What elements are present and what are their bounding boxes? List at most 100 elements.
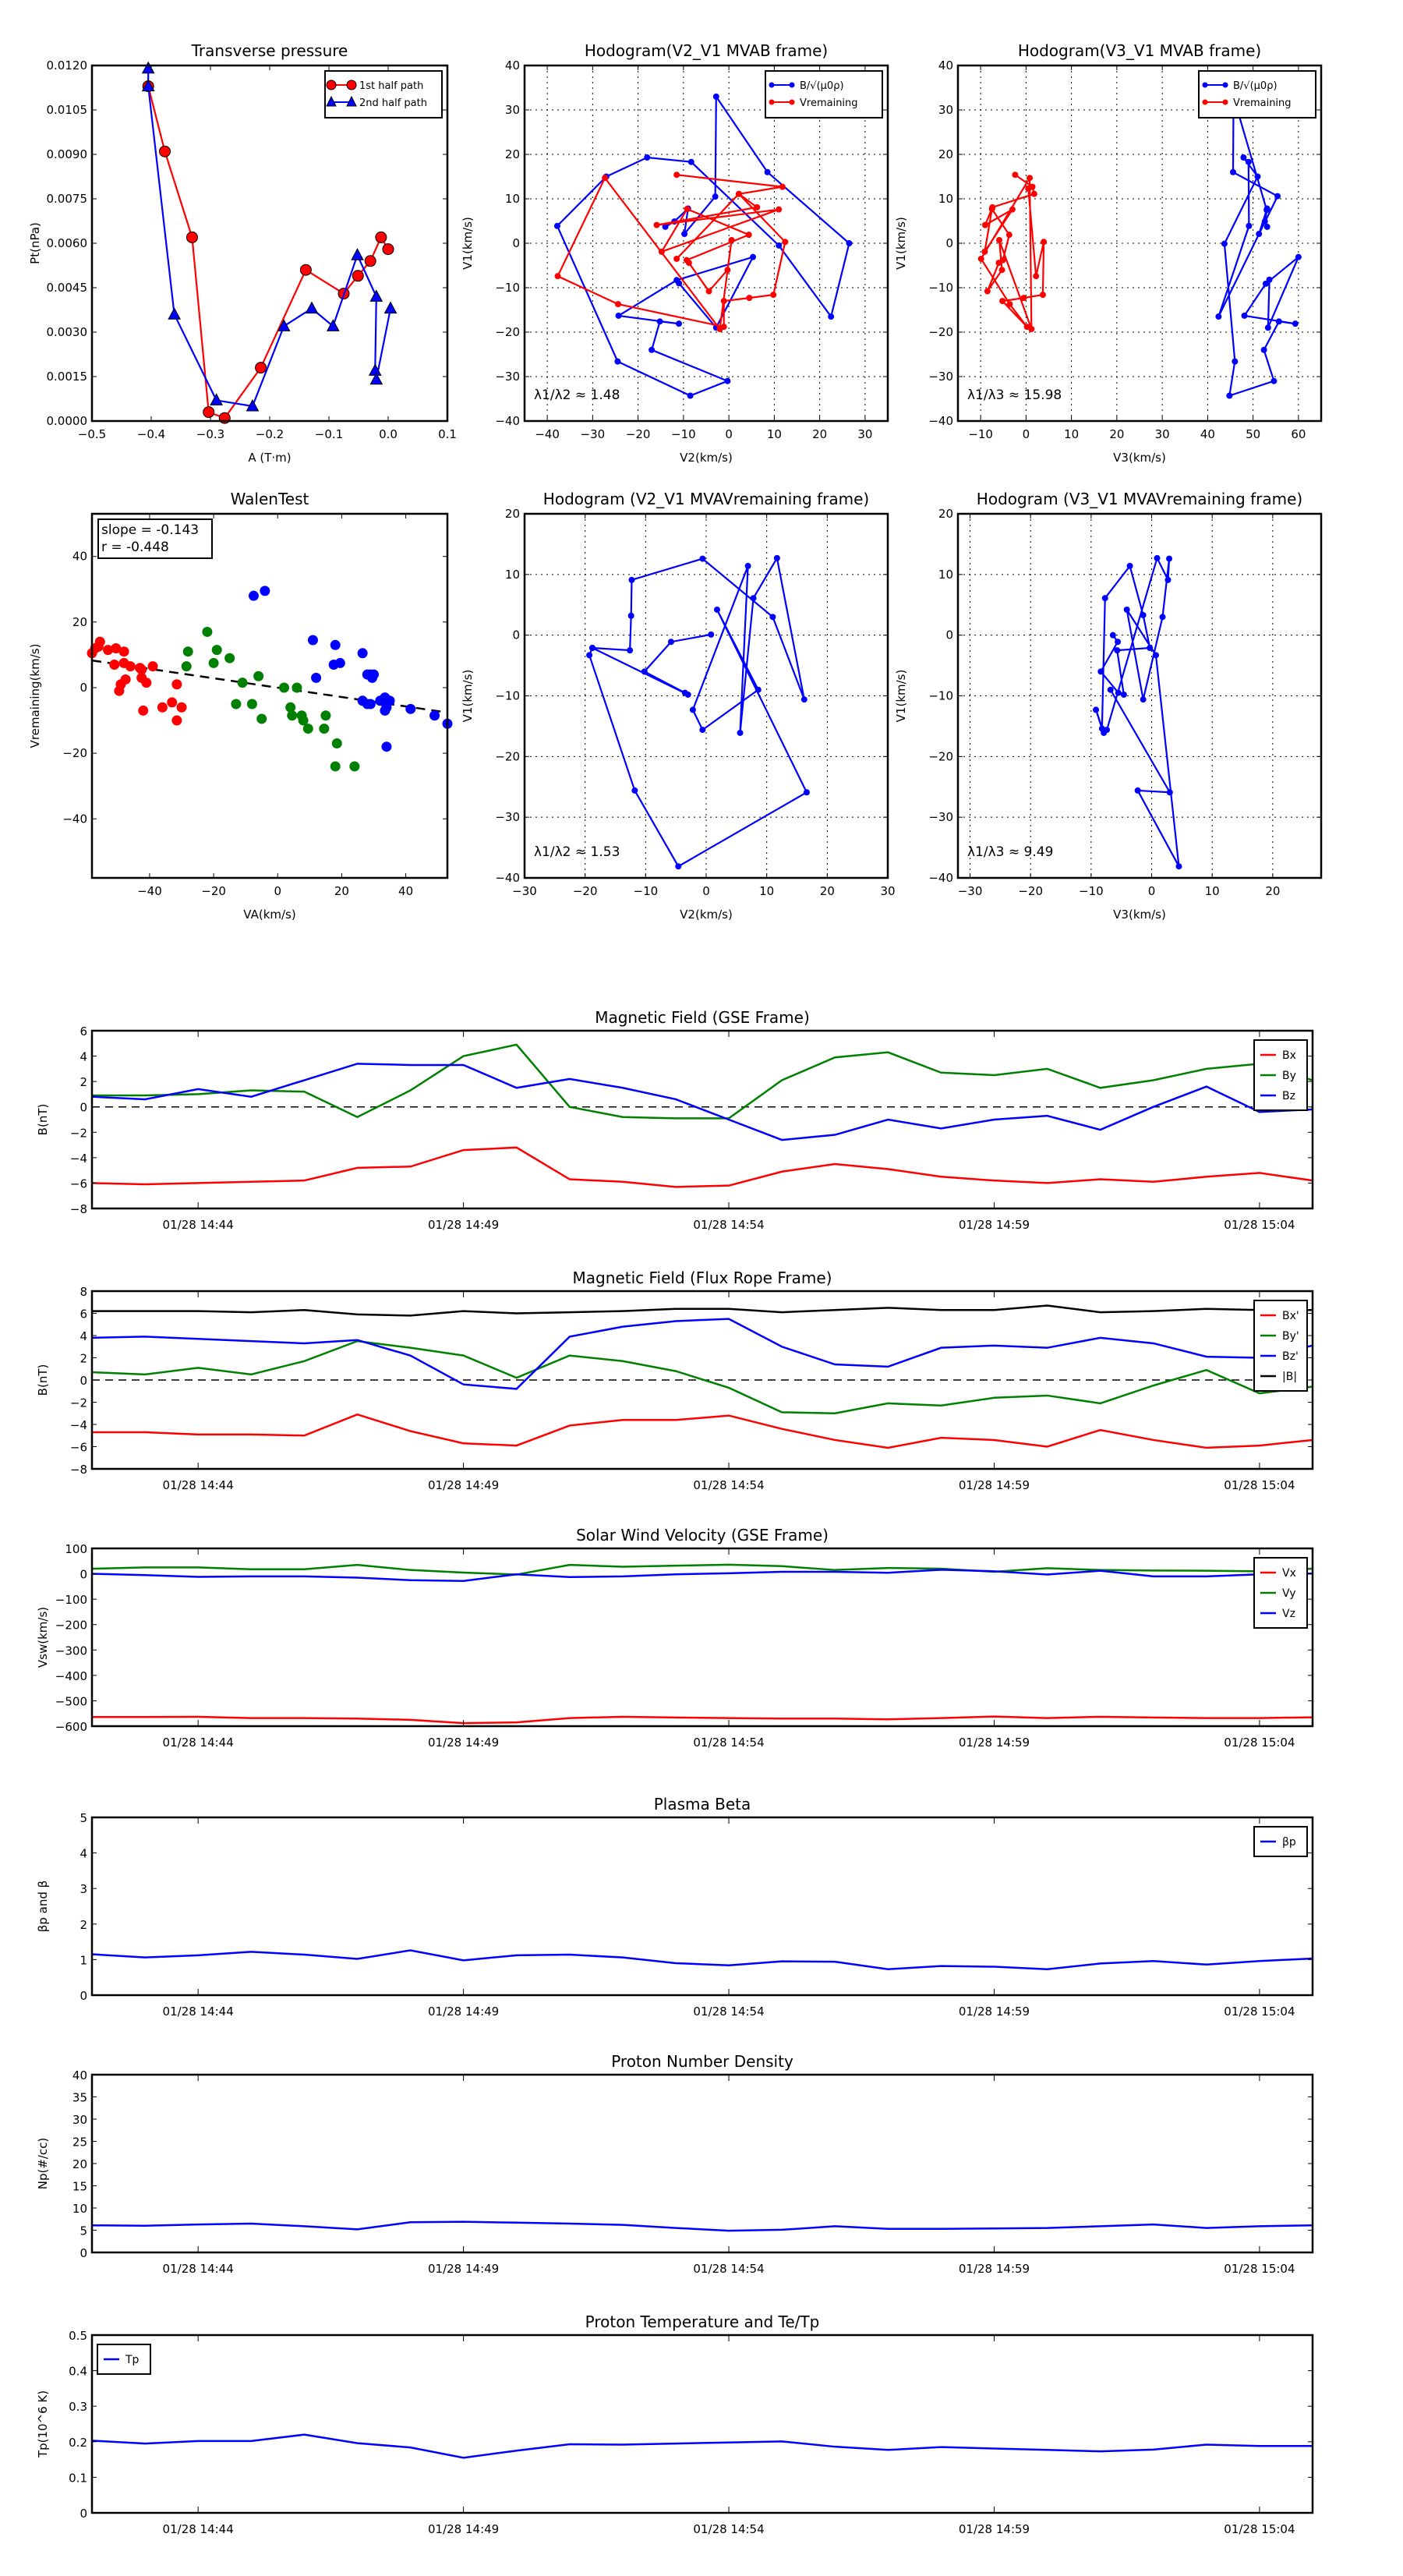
legend-label: Bx' <box>1282 1310 1299 1322</box>
data-point <box>1140 611 1147 618</box>
y-tick-label: −2 <box>70 1396 87 1410</box>
y-tick-label: 5 <box>80 2224 87 2238</box>
y-tick-label: 0 <box>80 1101 87 1115</box>
series-line-p <box>91 1949 1313 1970</box>
y-tick-label: −400 <box>55 1669 87 1683</box>
data-point <box>1009 206 1016 213</box>
y-tick-label: −500 <box>55 1694 87 1708</box>
x-tick-label: 10 <box>1064 427 1079 441</box>
y-tick-label: 10 <box>505 192 520 206</box>
data-point <box>1114 647 1121 654</box>
y-tick-label: 2 <box>80 1352 87 1366</box>
y-tick-label: 3 <box>80 1882 87 1896</box>
y-tick-label: 20 <box>72 615 87 629</box>
data-point <box>1264 324 1271 331</box>
data-point <box>699 555 706 562</box>
y-tick-label: 40 <box>505 58 520 73</box>
data-point <box>662 223 669 230</box>
y-tick-label: 0.5 <box>69 2329 87 2343</box>
y-tick-label: −20 <box>495 749 520 763</box>
series-0 <box>586 554 810 870</box>
data-point <box>111 642 122 653</box>
y-tick-label: 2 <box>80 1918 87 1932</box>
series-1 <box>141 61 398 412</box>
y-tick-label: 0 <box>512 236 520 250</box>
x-tick-label: −30 <box>958 884 983 898</box>
y-tick-label: 20 <box>505 147 520 161</box>
x-tick-label: 01/28 14:59 <box>959 1478 1030 1492</box>
x-tick-label: 01/28 14:59 <box>959 2005 1030 2019</box>
data-point <box>754 203 761 211</box>
data-point <box>260 586 270 596</box>
legend-marker <box>346 80 357 90</box>
y-tick-label: 15 <box>72 2180 87 2194</box>
y-tick-label: −30 <box>928 810 953 824</box>
data-point <box>1033 273 1040 280</box>
y-tick-label: 20 <box>505 507 520 521</box>
y-tick-label: 10 <box>938 192 953 206</box>
data-point <box>1295 253 1302 260</box>
series-1 <box>181 626 360 772</box>
data-point <box>1039 292 1046 299</box>
data-point <box>1027 175 1034 182</box>
y-tick-label: 4 <box>80 1847 87 1861</box>
legend-marker <box>789 82 795 88</box>
y-tick-label: −8 <box>70 1463 87 1477</box>
data-point <box>157 702 168 713</box>
y-tick-label: 40 <box>72 2068 87 2082</box>
legend-marker <box>1222 99 1228 105</box>
y-tick-label: 10 <box>72 2202 87 2216</box>
data-point <box>673 172 680 179</box>
data-point <box>724 267 731 274</box>
y-tick-label: 0.0120 <box>47 58 88 73</box>
data-point <box>588 645 595 652</box>
data-point <box>383 301 398 314</box>
chart-title: Hodogram(V2_V1 MVAB frame) <box>585 41 828 60</box>
data-point <box>224 653 235 663</box>
y-tick-label: 4 <box>80 1050 87 1064</box>
data-point <box>712 93 719 100</box>
series-line <box>1217 96 1299 398</box>
y-tick-label: −30 <box>928 370 953 384</box>
series-line <box>557 174 786 331</box>
x-tick-label: 01/28 14:54 <box>693 2262 764 2276</box>
data-point <box>1240 154 1247 161</box>
data-point <box>349 761 360 772</box>
data-point <box>1260 346 1267 353</box>
y-tick-label: −8 <box>70 1202 87 1216</box>
y-tick-label: 0.0060 <box>47 236 88 250</box>
data-point <box>1256 231 1263 238</box>
data-point <box>125 661 136 672</box>
data-point <box>292 682 302 693</box>
x-tick-label: −10 <box>1079 884 1104 898</box>
x-tick-label: 20 <box>1265 884 1280 898</box>
x-tick-label: −40 <box>137 884 162 898</box>
proton-number-density-chart: Proton Number Density 01/28 14:44 01/28 14… <box>36 2052 1314 2276</box>
data-point <box>369 669 380 680</box>
y-tick-label: 0 <box>80 2507 87 2521</box>
data-point <box>375 231 387 243</box>
y-axis-label: V1(km/s) <box>894 670 908 723</box>
series-0 <box>553 93 853 399</box>
hodogram-v2v1-mvav-chart: Hodogram (V2_V1 MVAVremaining frame)−30−… <box>461 490 896 922</box>
data-point <box>302 724 313 734</box>
data-point <box>1041 239 1048 246</box>
y-axis-label: V1(km/s) <box>461 670 475 723</box>
series-line-np <box>91 2220 1313 2232</box>
x-tick-label: 30 <box>880 884 895 898</box>
data-point <box>602 175 609 182</box>
data-point <box>1115 639 1122 646</box>
data-point <box>181 661 192 672</box>
legend-marker <box>326 95 337 107</box>
y-tick-label: 6 <box>80 1307 87 1322</box>
data-point <box>681 231 688 238</box>
data-point <box>1159 614 1166 621</box>
chart-title: Transverse pressure <box>191 41 348 60</box>
data-point <box>253 671 264 681</box>
data-point <box>330 761 341 772</box>
x-tick-label: 20 <box>1109 427 1124 441</box>
data-point <box>1107 686 1114 693</box>
y-tick-label: −4 <box>70 1152 87 1166</box>
data-point <box>656 318 663 325</box>
